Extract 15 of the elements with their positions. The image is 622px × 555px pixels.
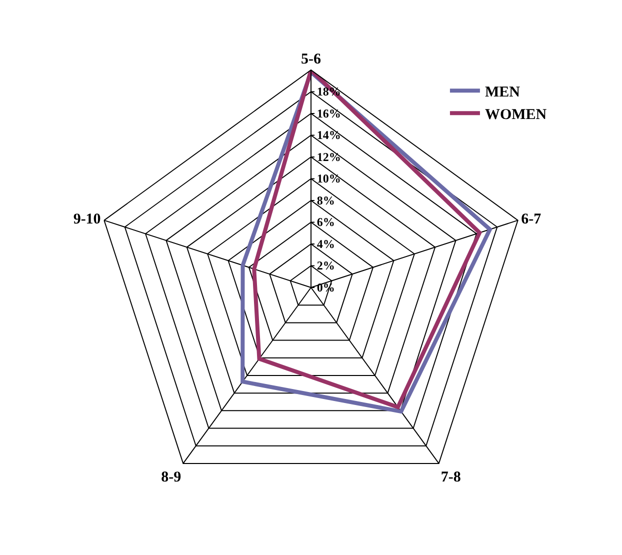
y-tick-label: 6% xyxy=(316,215,335,230)
spoke-label: 5-6 xyxy=(301,52,322,68)
y-tick-label: 8% xyxy=(316,193,335,208)
legend-label: WOMEN xyxy=(484,106,547,123)
spoke-label: 7-8 xyxy=(440,470,461,486)
spoke-label: 8-9 xyxy=(161,470,182,486)
y-tick-label: 16% xyxy=(316,106,341,120)
y-tick-label: 4% xyxy=(316,236,335,251)
y-tick-label: 10% xyxy=(316,172,341,186)
spoke-label: 6-7 xyxy=(521,211,542,228)
y-tick-label: 14% xyxy=(316,128,341,142)
spoke-label: 9-10 xyxy=(73,211,101,228)
y-tick-label: 2% xyxy=(316,258,335,273)
y-tick-label: 12% xyxy=(316,150,341,164)
legend-label: MEN xyxy=(484,84,520,100)
